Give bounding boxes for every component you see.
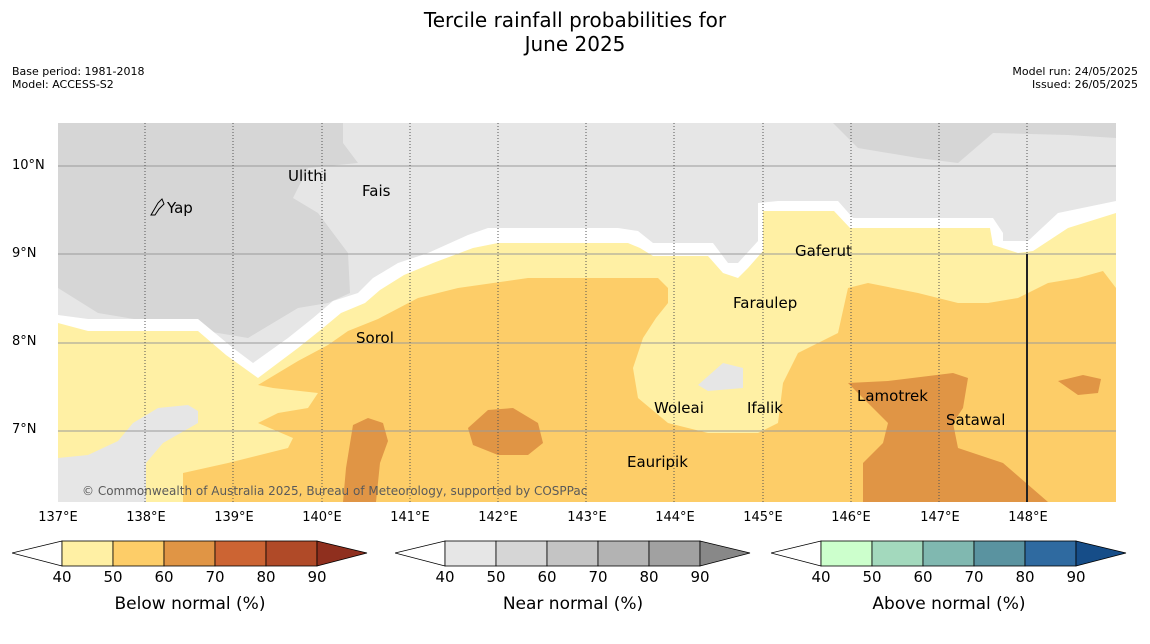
colorbar-above-swatch-1 <box>820 540 873 567</box>
colorbar-below-swatch-2 <box>112 540 165 567</box>
model-text: Model: ACCESS-S2 <box>12 78 114 91</box>
lon-label-142e: 142°E <box>478 510 518 525</box>
colorbar-above-tick-60: 60 <box>913 568 933 586</box>
copyright-notice: © Commonwealth of Australia 2025, Bureau… <box>82 484 588 498</box>
colorbar-above-tick-40: 40 <box>811 568 831 586</box>
colorbar-near-tick-70: 70 <box>588 568 608 586</box>
colorbar-above-swatch-5 <box>1024 540 1077 567</box>
colorbar-above-lower-extend <box>771 540 822 567</box>
meta-right: Model run: 24/05/2025 Issued: 26/05/2025 <box>1012 65 1138 91</box>
title-line-1: Tercile rainfall probabilities for <box>423 8 727 32</box>
colorbar-above-swatch-3 <box>922 540 975 567</box>
colorbar-below-normal <box>12 540 368 567</box>
map-title: Tercile rainfall probabilities for June … <box>0 8 1150 56</box>
issued-text: Issued: 26/05/2025 <box>1031 78 1138 91</box>
lon-label-137e: 137°E <box>38 510 78 525</box>
meta-left: Base period: 1981-2018 Model: ACCESS-S2 <box>12 65 144 91</box>
colorbar-below-title: Below normal (%) <box>114 594 266 614</box>
colorbar-below-tick-70: 70 <box>205 568 225 586</box>
colorbar-near-swatch-5 <box>648 540 701 567</box>
colorbar-near-tick-60: 60 <box>537 568 557 586</box>
near-normal-40-region-southwest <box>58 405 198 502</box>
lon-label-139e: 139°E <box>214 510 254 525</box>
colorbar-below-tick-80: 80 <box>256 568 276 586</box>
colorbar-near-tick-50: 50 <box>486 568 506 586</box>
place-lamotrek: Lamotrek <box>857 387 928 405</box>
colorbar-near-upper-extend <box>699 540 751 567</box>
lon-label-144e: 144°E <box>655 510 695 525</box>
colorbar-below-swatch-1 <box>61 540 114 567</box>
place-sorol: Sorol <box>356 329 394 347</box>
lat-label-9n: 9°N <box>12 246 37 261</box>
base-period-text: Base period: 1981-2018 <box>12 65 145 78</box>
place-ulithi: Ulithi <box>288 167 327 185</box>
below-normal-60-blob-4 <box>1058 375 1101 395</box>
probability-map <box>58 123 1116 502</box>
place-ifalik: Ifalik <box>747 399 783 417</box>
lat-label-7n: 7°N <box>12 422 37 437</box>
colorbar-below-lower-extend <box>12 540 63 567</box>
colorbar-below-tick-40: 40 <box>52 568 72 586</box>
colorbar-near-title: Near normal (%) <box>502 594 644 614</box>
colorbar-above-normal <box>771 540 1127 567</box>
title-line-2: June 2025 <box>524 32 626 56</box>
colorbar-above-tick-80: 80 <box>1015 568 1035 586</box>
colorbar-near-tick-90: 90 <box>690 568 710 586</box>
below-normal-60-blob-1 <box>343 418 388 502</box>
colorbar-below-swatch-4 <box>214 540 267 567</box>
lon-label-143e: 143°E <box>567 510 607 525</box>
colorbar-near-normal <box>395 540 751 567</box>
colorbar-below-upper-extend <box>316 540 368 567</box>
colorbar-above-upper-extend <box>1075 540 1127 567</box>
colorbar-below-tick-50: 50 <box>103 568 123 586</box>
colorbar-above-tick-90: 90 <box>1066 568 1086 586</box>
longitude-gridlines <box>144 123 1028 502</box>
place-fais: Fais <box>362 182 391 200</box>
place-gaferut: Gaferut <box>795 242 852 260</box>
lon-label-138e: 138°E <box>126 510 166 525</box>
yap-island-outline <box>150 198 165 216</box>
lat-label-10n: 10°N <box>12 158 45 173</box>
below-normal-60-blob-3 <box>848 373 1048 502</box>
lat-label-8n: 8°N <box>12 334 37 349</box>
place-eauripik: Eauripik <box>627 453 688 471</box>
colorbar-near-swatch-2 <box>495 540 548 567</box>
place-satawal: Satawal <box>946 411 1006 429</box>
near-normal-50-region-west <box>58 123 358 338</box>
colorbar-below-swatch-5 <box>265 540 318 567</box>
colorbar-near-swatch-1 <box>444 540 497 567</box>
colorbar-above-swatch-2 <box>871 540 924 567</box>
colorbar-near-swatch-4 <box>597 540 650 567</box>
lon-label-141e: 141°E <box>390 510 430 525</box>
near-normal-50-region-east <box>833 123 1116 163</box>
lon-label-145e: 145°E <box>743 510 783 525</box>
near-normal-hole <box>698 363 743 391</box>
colorbar-above-tick-50: 50 <box>862 568 882 586</box>
place-woleai: Woleai <box>654 399 704 417</box>
colorbar-below-swatch-3 <box>163 540 216 567</box>
lon-label-148e: 148°E <box>1008 510 1048 525</box>
colorbar-above-title: Above normal (%) <box>872 594 1026 614</box>
colorbar-below-tick-90: 90 <box>307 568 327 586</box>
colorbar-below-tick-60: 60 <box>154 568 174 586</box>
latitude-gridlines <box>58 165 1116 432</box>
colorbar-near-swatch-3 <box>546 540 599 567</box>
place-faraulep: Faraulep <box>733 294 798 312</box>
colorbar-above-tick-70: 70 <box>964 568 984 586</box>
lon-label-146e: 146°E <box>831 510 871 525</box>
place-yap: Yap <box>167 199 193 217</box>
colorbar-near-tick-80: 80 <box>639 568 659 586</box>
lon-label-147e: 147°E <box>920 510 960 525</box>
colorbar-near-lower-extend <box>395 540 446 567</box>
colorbar-near-tick-40: 40 <box>435 568 455 586</box>
model-run-text: Model run: 24/05/2025 <box>1012 65 1138 78</box>
colorbar-above-swatch-4 <box>973 540 1026 567</box>
lon-label-140e: 140°E <box>302 510 342 525</box>
